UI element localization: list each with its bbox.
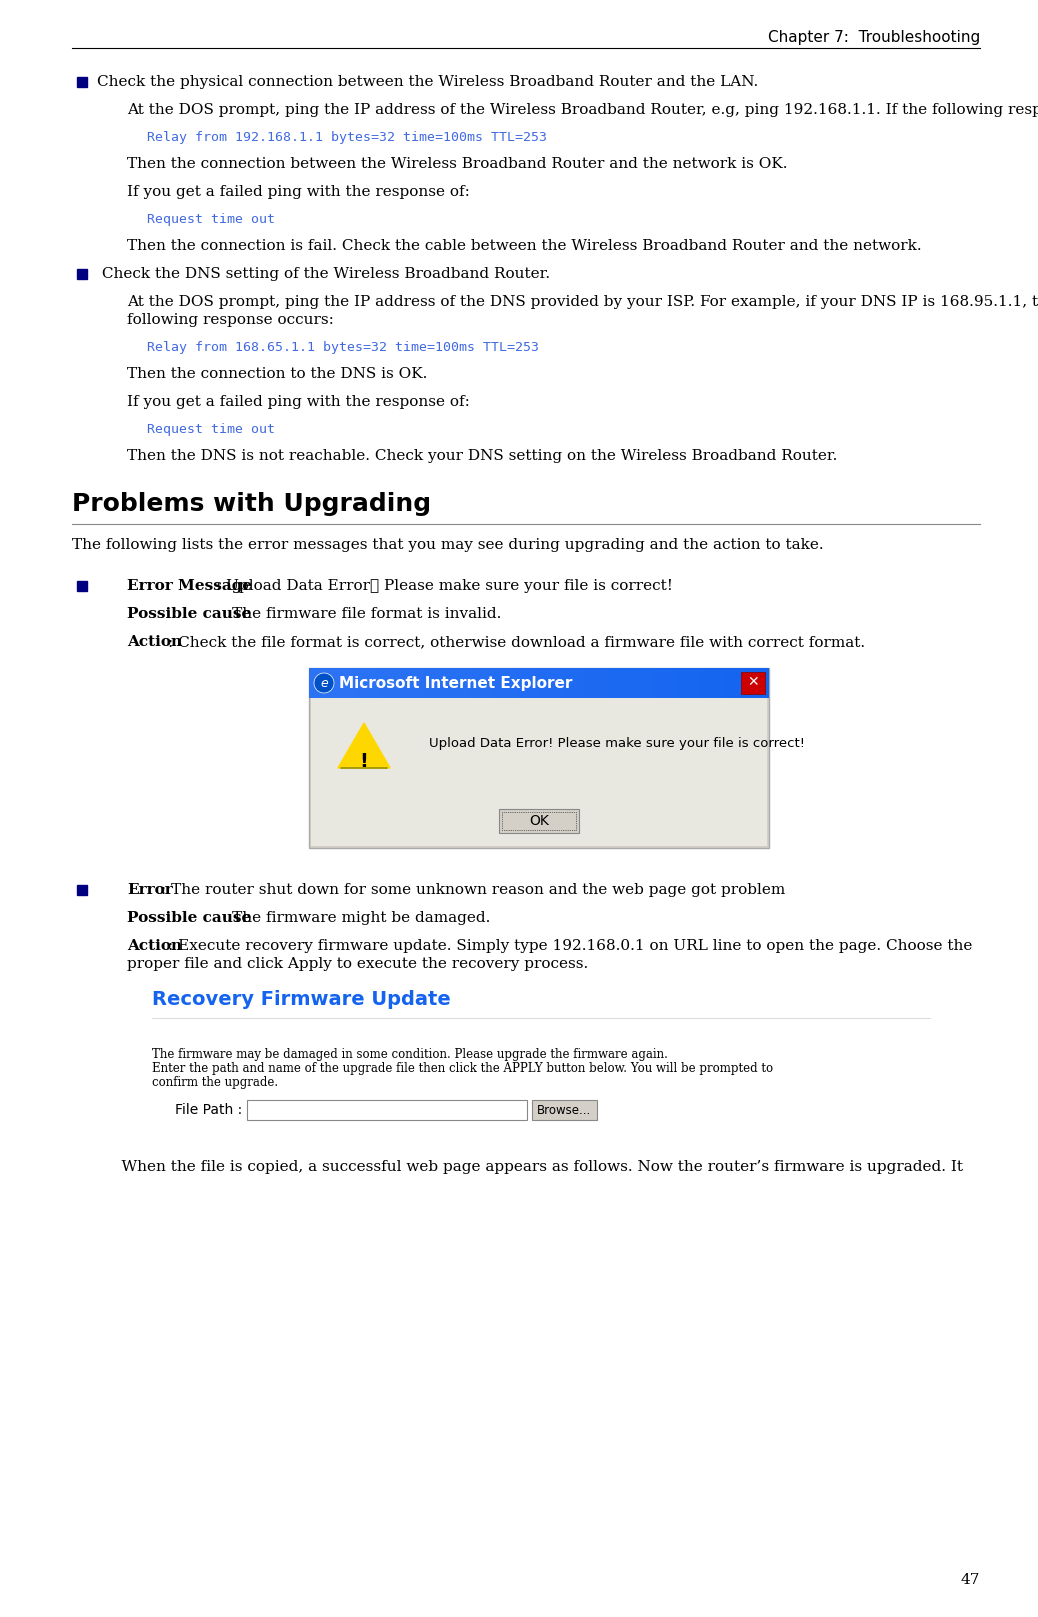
Text: The firmware may be damaged in some condition. Please upgrade the firmware again: The firmware may be damaged in some cond… <box>152 1048 667 1061</box>
Text: : The firmware might be damaged.: : The firmware might be damaged. <box>222 910 491 925</box>
Bar <box>741 673 765 694</box>
Bar <box>77 78 87 87</box>
Bar <box>493 668 516 699</box>
Bar <box>608 668 631 699</box>
Bar <box>502 812 576 830</box>
Text: The following lists the error messages that you may see during upgrading and the: The following lists the error messages t… <box>72 538 823 551</box>
Text: Error: Error <box>127 883 172 897</box>
Text: Problems with Upgrading: Problems with Upgrading <box>72 492 431 516</box>
Text: When the file is copied, a successful web page appears as follows. Now the route: When the file is copied, a successful we… <box>102 1159 963 1174</box>
Text: : The firmware file format is invalid.: : The firmware file format is invalid. <box>222 606 501 621</box>
Bar <box>355 668 378 699</box>
Bar <box>723 668 746 699</box>
Text: : The router shut down for some unknown reason and the web page got problem: : The router shut down for some unknown … <box>161 883 786 897</box>
Bar <box>539 668 562 699</box>
Text: following response occurs:: following response occurs: <box>127 314 334 327</box>
Text: Recovery Firmware Update: Recovery Firmware Update <box>152 990 450 1009</box>
Bar <box>700 668 723 699</box>
Bar <box>247 1100 527 1121</box>
Text: If you get a failed ping with the response of:: If you get a failed ping with the respon… <box>127 184 470 199</box>
Bar <box>311 699 767 846</box>
Bar <box>77 268 87 280</box>
Text: Relay from 168.65.1.1 bytes=32 time=100ms TTL=253: Relay from 168.65.1.1 bytes=32 time=100m… <box>147 341 539 354</box>
Text: Relay from 192.168.1.1 bytes=32 time=100ms TTL=253: Relay from 192.168.1.1 bytes=32 time=100… <box>147 131 547 144</box>
Bar <box>562 668 585 699</box>
Text: : Check the file format is correct, otherwise download a firmware file with corr: : Check the file format is correct, othe… <box>168 635 865 648</box>
Text: proper file and click Apply to execute the recovery process.: proper file and click Apply to execute t… <box>127 957 589 970</box>
Bar <box>631 668 654 699</box>
Bar <box>499 808 579 833</box>
Text: e: e <box>320 676 328 689</box>
Bar <box>585 668 608 699</box>
Text: Action: Action <box>127 635 182 648</box>
Text: Check the DNS setting of the Wireless Broadband Router.: Check the DNS setting of the Wireless Br… <box>97 267 550 281</box>
Bar <box>378 668 401 699</box>
Bar <box>77 581 87 590</box>
Text: : Execute recovery firmware update. Simply type 192.168.0.1 on URL line to open : : Execute recovery firmware update. Simp… <box>168 939 973 952</box>
Text: At the DOS prompt, ping the IP address of the DNS provided by your ISP. For exam: At the DOS prompt, ping the IP address o… <box>127 294 1038 309</box>
Text: 47: 47 <box>960 1573 980 1586</box>
Text: : Upload Data Error！ Please make sure your file is correct!: : Upload Data Error！ Please make sure yo… <box>216 579 673 593</box>
Text: Check the physical connection between the Wireless Broadband Router and the LAN.: Check the physical connection between th… <box>97 74 758 89</box>
Circle shape <box>315 673 334 694</box>
Bar <box>746 668 769 699</box>
Bar <box>516 668 539 699</box>
Bar <box>332 668 355 699</box>
Bar <box>677 668 700 699</box>
Text: File Path :: File Path : <box>174 1103 242 1117</box>
Text: Request time out: Request time out <box>147 424 275 437</box>
Bar <box>447 668 470 699</box>
Text: Upload Data Error! Please make sure your file is correct!: Upload Data Error! Please make sure your… <box>429 736 805 750</box>
Text: !: ! <box>359 752 368 770</box>
Bar <box>401 668 424 699</box>
Text: Enter the path and name of the upgrade file then click the APPLY button below. Y: Enter the path and name of the upgrade f… <box>152 1062 773 1075</box>
Text: Microsoft Internet Explorer: Microsoft Internet Explorer <box>339 676 572 690</box>
Text: Possible cause: Possible cause <box>127 606 251 621</box>
Text: Then the DNS is not reachable. Check your DNS setting on the Wireless Broadband : Then the DNS is not reachable. Check you… <box>127 450 838 462</box>
Text: Then the connection between the Wireless Broadband Router and the network is OK.: Then the connection between the Wireless… <box>127 157 788 171</box>
Bar <box>309 668 769 847</box>
Text: Then the connection to the DNS is OK.: Then the connection to the DNS is OK. <box>127 367 428 382</box>
Bar <box>470 668 493 699</box>
Bar <box>532 1100 597 1121</box>
Text: Action: Action <box>127 939 182 952</box>
Bar <box>309 668 769 699</box>
Text: Request time out: Request time out <box>147 213 275 226</box>
Text: Browse...: Browse... <box>538 1103 592 1116</box>
Text: ✕: ✕ <box>747 674 759 689</box>
Text: If you get a failed ping with the response of:: If you get a failed ping with the respon… <box>127 395 470 409</box>
Bar <box>424 668 447 699</box>
Text: Then the connection is fail. Check the cable between the Wireless Broadband Rout: Then the connection is fail. Check the c… <box>127 239 922 252</box>
Polygon shape <box>338 723 390 768</box>
Text: Chapter 7:  Troubleshooting: Chapter 7: Troubleshooting <box>768 31 980 45</box>
Text: Error Message: Error Message <box>127 579 252 593</box>
Bar <box>77 884 87 894</box>
Text: confirm the upgrade.: confirm the upgrade. <box>152 1075 278 1088</box>
Text: At the DOS prompt, ping the IP address of the Wireless Broadband Router, e.g, pi: At the DOS prompt, ping the IP address o… <box>127 103 1038 116</box>
Text: Possible cause: Possible cause <box>127 910 251 925</box>
Bar <box>309 668 332 699</box>
Bar <box>654 668 677 699</box>
Text: OK: OK <box>529 813 549 828</box>
